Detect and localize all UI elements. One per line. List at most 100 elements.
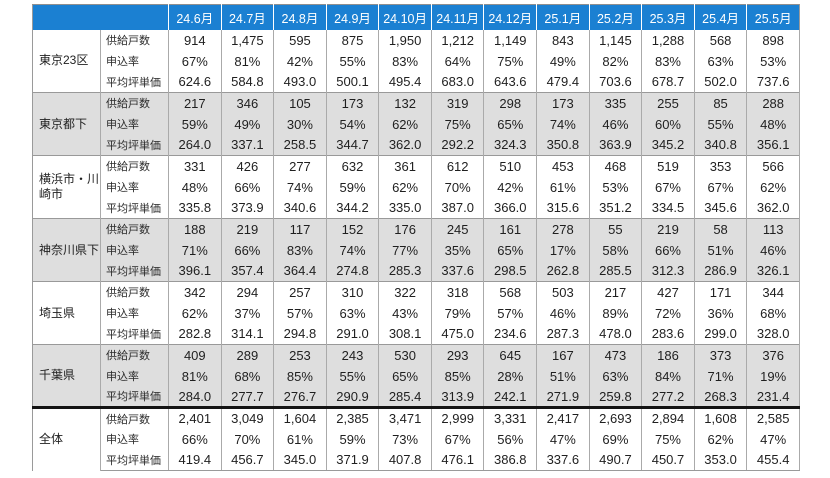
data-cell: 60% <box>641 113 695 135</box>
data-cell: 219 <box>221 218 275 240</box>
data-cell: 66% <box>221 239 275 261</box>
data-cell: 409 <box>168 344 222 366</box>
data-cell: 58 <box>694 218 748 240</box>
data-cell: 19% <box>746 365 800 387</box>
data-cell: 632 <box>326 155 380 177</box>
data-cell: 366.0 <box>483 197 538 219</box>
metric-label-cell: 供給戸数 <box>100 218 169 240</box>
month-header-cell: 25.1月 <box>536 4 590 30</box>
data-cell: 132 <box>378 92 432 114</box>
data-cell: 217 <box>168 92 222 114</box>
data-cell: 362.0 <box>378 134 432 156</box>
table-row: 平均坪単価 264.0 337.1 258.5 344.7 362.0 292.2 324.3… <box>33 134 800 156</box>
region-cell: 東京都下 <box>32 92 101 156</box>
data-cell: 89% <box>589 302 643 324</box>
data-cell: 277.7 <box>221 386 275 408</box>
data-cell: 495.4 <box>378 71 432 93</box>
data-cell: 271.9 <box>536 386 590 408</box>
data-cell: 81% <box>221 50 275 72</box>
data-cell: 326.1 <box>746 260 800 282</box>
metric-label-cell: 平均坪単価 <box>100 449 169 471</box>
data-cell: 914 <box>168 29 222 51</box>
data-cell: 54% <box>326 113 380 135</box>
data-cell: 49% <box>536 50 590 72</box>
data-cell: 2,894 <box>641 406 695 429</box>
data-cell: 479.4 <box>536 71 590 93</box>
data-cell: 71% <box>694 365 748 387</box>
data-cell: 62% <box>746 176 800 198</box>
region-cell: 千葉県 <box>32 344 101 408</box>
data-cell: 219 <box>641 218 695 240</box>
data-cell: 277.2 <box>641 386 695 408</box>
month-header-cell: 24.12月 <box>483 4 538 30</box>
metric-label-cell: 申込率 <box>100 113 169 135</box>
data-cell: 253 <box>273 344 327 366</box>
data-cell: 324.3 <box>483 134 538 156</box>
data-cell: 51% <box>694 239 748 261</box>
data-cell: 46% <box>746 239 800 261</box>
data-cell: 245 <box>431 218 485 240</box>
region-cell: 横浜市・川崎市 <box>32 155 101 219</box>
table-row: 申込率 66% 70% 61% 59% 73% 67% 56% 47% 69% 75% 62% 47% <box>33 428 800 450</box>
month-header-cell: 24.8月 <box>273 4 327 30</box>
data-cell: 287.3 <box>536 323 590 345</box>
data-cell: 308.1 <box>378 323 432 345</box>
data-cell: 643.6 <box>483 71 538 93</box>
data-cell: 314.1 <box>221 323 275 345</box>
month-header-cell: 24.6月 <box>168 4 222 30</box>
metric-label-cell: 平均坪単価 <box>100 386 169 408</box>
data-cell: 2,401 <box>168 406 222 429</box>
data-cell: 363.9 <box>589 134 643 156</box>
data-cell: 17% <box>536 239 590 261</box>
data-cell: 310 <box>326 281 380 303</box>
metric-label-cell: 供給戸数 <box>100 344 169 366</box>
data-cell: 328.0 <box>746 323 800 345</box>
data-cell: 64% <box>431 50 485 72</box>
metric-label-cell: 供給戸数 <box>100 155 169 177</box>
data-cell: 568 <box>694 29 748 51</box>
data-cell: 59% <box>168 113 222 135</box>
data-cell: 493.0 <box>273 71 327 93</box>
data-cell: 66% <box>641 239 695 261</box>
metric-label-cell: 供給戸数 <box>100 29 169 51</box>
data-cell: 456.7 <box>221 449 275 471</box>
table-header: 24.6月 24.7月 24.8月 24.9月 24.10月 24.11月 24.12月 25… <box>32 4 800 30</box>
data-cell: 362.0 <box>746 197 800 219</box>
table-row: 横浜市・川崎市 供給戸数 331 426 277 632 361 612 510 453 468 51… <box>32 155 800 219</box>
data-cell: 71% <box>168 239 222 261</box>
data-cell: 683.0 <box>431 71 485 93</box>
data-cell: 59% <box>326 428 380 450</box>
data-cell: 350.8 <box>536 134 590 156</box>
data-cell: 57% <box>483 302 538 324</box>
data-cell: 231.4 <box>746 386 800 408</box>
data-cell: 62% <box>378 176 432 198</box>
data-cell: 28% <box>483 365 538 387</box>
data-cell: 67% <box>431 428 485 450</box>
data-cell: 264.0 <box>168 134 222 156</box>
data-cell: 331 <box>168 155 222 177</box>
data-cell: 46% <box>536 302 590 324</box>
monthly-housing-table: 24.6月 24.7月 24.8月 24.9月 24.10月 24.11月 24.12月 25… <box>32 4 800 471</box>
data-cell: 584.8 <box>221 71 275 93</box>
data-cell: 67% <box>168 50 222 72</box>
metric-label-cell: 平均坪単価 <box>100 134 169 156</box>
data-cell: 530 <box>378 344 432 366</box>
data-cell: 55% <box>326 50 380 72</box>
data-cell: 292.2 <box>431 134 485 156</box>
data-cell: 898 <box>746 29 800 51</box>
data-cell: 72% <box>641 302 695 324</box>
data-cell: 290.9 <box>326 386 380 408</box>
metric-label-cell: 申込率 <box>100 302 169 324</box>
data-cell: 294.8 <box>273 323 327 345</box>
data-cell: 419.4 <box>168 449 222 471</box>
data-cell: 255 <box>641 92 695 114</box>
data-cell: 285.3 <box>378 260 432 282</box>
data-cell: 357.4 <box>221 260 275 282</box>
data-cell: 62% <box>378 113 432 135</box>
data-cell: 337.6 <box>536 449 590 471</box>
data-cell: 2,693 <box>589 406 643 429</box>
data-cell: 344 <box>746 281 800 303</box>
data-cell: 48% <box>168 176 222 198</box>
data-cell: 313.9 <box>431 386 485 408</box>
